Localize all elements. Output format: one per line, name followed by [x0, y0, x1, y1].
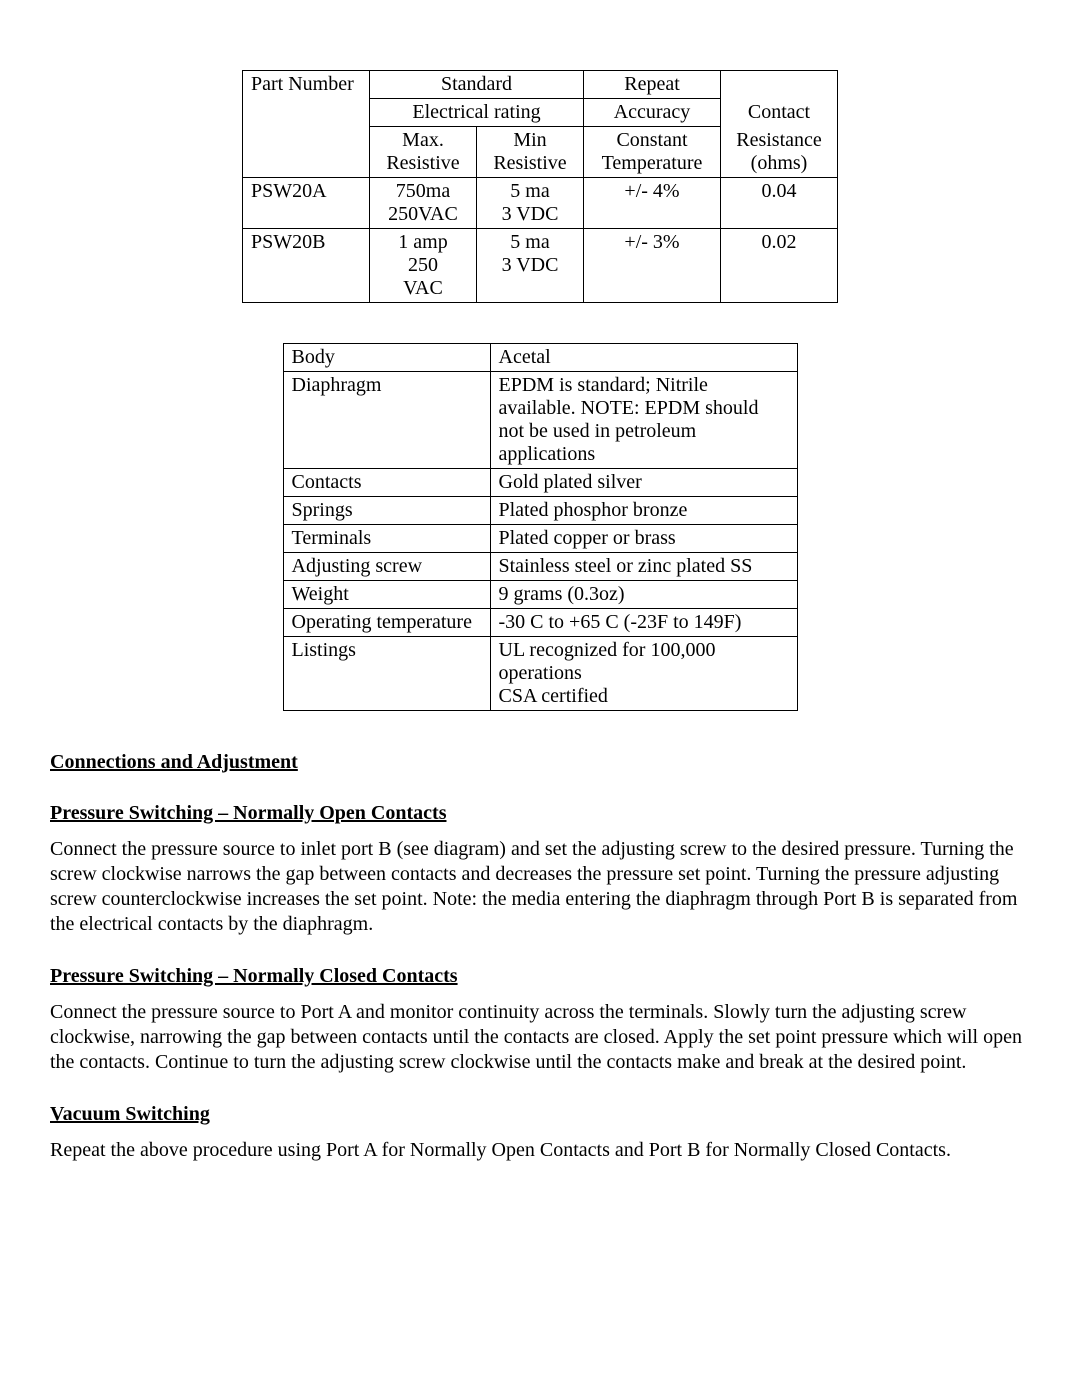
- table-row: Body Acetal: [283, 344, 797, 372]
- cell-value: Acetal: [490, 344, 797, 372]
- th-min-resistive: Min Resistive: [477, 127, 584, 178]
- cell-value: 9 grams (0.3oz): [490, 581, 797, 609]
- cell-text: 3 VDC: [502, 203, 559, 225]
- table-row: Listings UL recognized for 100,000 opera…: [283, 637, 797, 711]
- th-part-number: Part Number: [243, 71, 370, 178]
- th-repeat-mid: Accuracy: [584, 99, 721, 127]
- cell-label: Diaphragm: [283, 372, 490, 469]
- cell-max: 750ma 250VAC: [370, 178, 477, 229]
- th-max-resistive: Max. Resistive: [370, 127, 477, 178]
- cell-text: 3 VDC: [502, 254, 559, 276]
- cell-label: Body: [283, 344, 490, 372]
- cell-part: PSW20B: [243, 229, 370, 303]
- cell-part: PSW20A: [243, 178, 370, 229]
- cell-value: Gold plated silver: [490, 469, 797, 497]
- cell-text: 5 ma: [510, 231, 549, 253]
- th-std-rating-top: Standard: [370, 71, 584, 99]
- table-row: Adjusting screw Stainless steel or zinc …: [283, 553, 797, 581]
- table-row: Operating temperature -30 C to +65 C (-2…: [283, 609, 797, 637]
- spec-table-electrical: Part Number Standard Repeat Electrical r…: [242, 70, 838, 303]
- page-root: Part Number Standard Repeat Electrical r…: [0, 0, 1080, 1233]
- cell-value: Plated phosphor bronze: [490, 497, 797, 525]
- heading-connections: Connections and Adjustment: [50, 751, 1030, 774]
- cell-label: Listings: [283, 637, 490, 711]
- paragraph: Connect the pressure source to inlet por…: [50, 837, 1030, 937]
- th-contact-resistance: Resistance (ohms): [721, 127, 838, 178]
- cell-value: EPDM is standard; Nitrile available. NOT…: [490, 372, 797, 469]
- cell-label: Operating temperature: [283, 609, 490, 637]
- th-repeat-top: Repeat: [584, 71, 721, 99]
- th-contact-bot: (ohms): [751, 152, 808, 174]
- cell-resistance: 0.02: [721, 229, 838, 303]
- table-row: Terminals Plated copper or brass: [283, 525, 797, 553]
- cell-text: 1 amp: [398, 231, 447, 253]
- cell-text: VAC: [403, 277, 443, 299]
- th-contact-mid: Resistance: [736, 129, 822, 151]
- cell-accuracy: +/- 3%: [584, 229, 721, 303]
- cell-text: 5 ma: [510, 180, 549, 202]
- table-row: Diaphragm EPDM is standard; Nitrile avai…: [283, 372, 797, 469]
- cell-min: 5 ma 3 VDC: [477, 229, 584, 303]
- heading-pressure-open: Pressure Switching – Normally Open Conta…: [50, 802, 1030, 825]
- cell-value: Stainless steel or zinc plated SS: [490, 553, 797, 581]
- spec-table-materials: Body Acetal Diaphragm EPDM is standard; …: [283, 343, 798, 711]
- cell-value: -30 C to +65 C (-23F to 149F): [490, 609, 797, 637]
- table-row: PSW20B 1 amp 250 VAC 5 ma 3 VDC +/- 3% 0…: [243, 229, 838, 303]
- th-std-rating-bottom: Electrical rating: [370, 99, 584, 127]
- cell-text: 250: [408, 254, 438, 276]
- cell-value: UL recognized for 100,000 operations CSA…: [490, 637, 797, 711]
- heading-pressure-closed: Pressure Switching – Normally Closed Con…: [50, 965, 1030, 988]
- cell-max: 1 amp 250 VAC: [370, 229, 477, 303]
- table-row: Springs Plated phosphor bronze: [283, 497, 797, 525]
- cell-value: Plated copper or brass: [490, 525, 797, 553]
- th-constant-temp: Constant Temperature: [584, 127, 721, 178]
- table-row: Weight 9 grams (0.3oz): [283, 581, 797, 609]
- cell-text: UL recognized for 100,000 operations: [499, 639, 716, 684]
- cell-label: Terminals: [283, 525, 490, 553]
- table-row: Contacts Gold plated silver: [283, 469, 797, 497]
- cell-text: CSA certified: [499, 685, 608, 707]
- cell-accuracy: +/- 4%: [584, 178, 721, 229]
- cell-text: 750ma: [396, 180, 450, 202]
- cell-min: 5 ma 3 VDC: [477, 178, 584, 229]
- cell-resistance: 0.04: [721, 178, 838, 229]
- cell-label: Adjusting screw: [283, 553, 490, 581]
- heading-vacuum: Vacuum Switching: [50, 1103, 1030, 1126]
- paragraph: Connect the pressure source to Port A an…: [50, 1000, 1030, 1075]
- th-contact-top: Contact: [721, 99, 838, 127]
- table-row: PSW20A 750ma 250VAC 5 ma 3 VDC +/- 4% 0.…: [243, 178, 838, 229]
- cell-text: 250VAC: [388, 203, 458, 225]
- cell-label: Springs: [283, 497, 490, 525]
- cell-label: Contacts: [283, 469, 490, 497]
- cell-label: Weight: [283, 581, 490, 609]
- paragraph: Repeat the above procedure using Port A …: [50, 1138, 1030, 1163]
- th-contact-blank: [721, 71, 838, 99]
